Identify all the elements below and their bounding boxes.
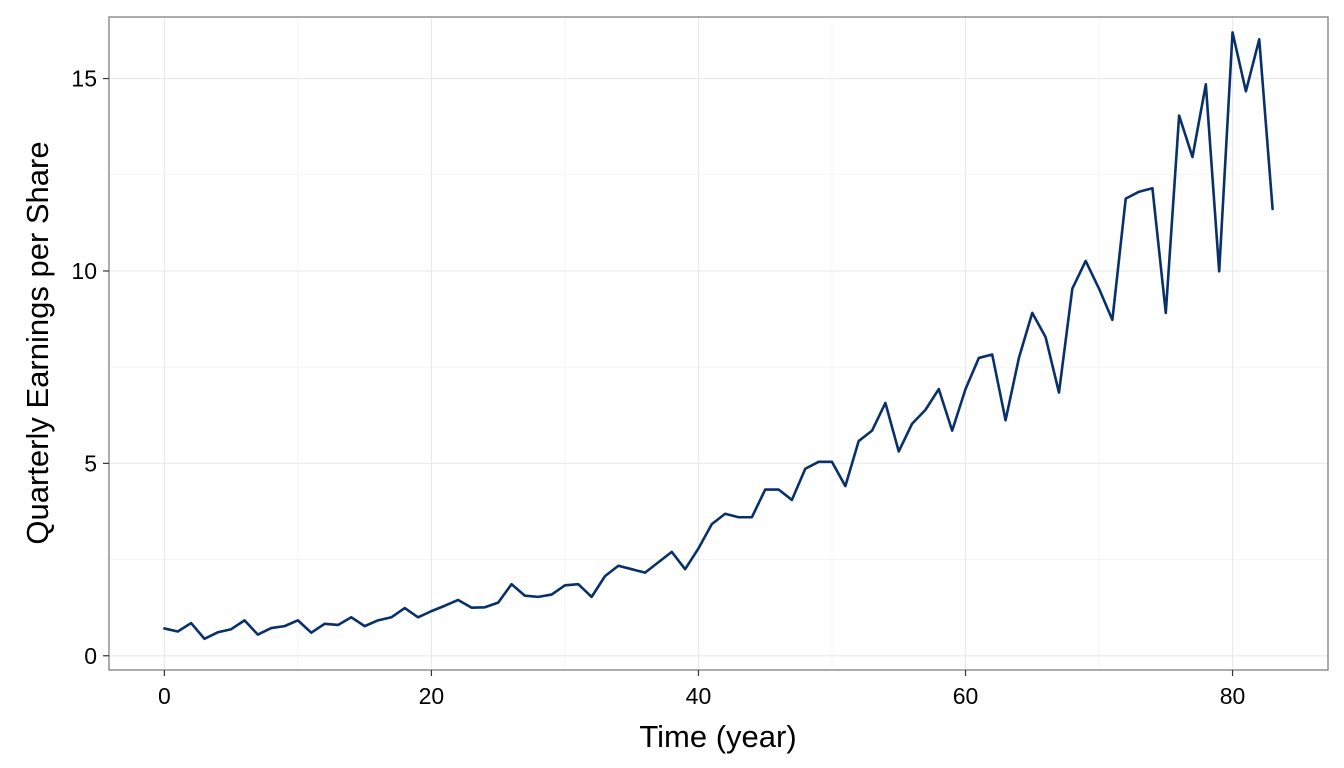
- series-layer: [163, 31, 1274, 641]
- series-line: [163, 31, 1274, 641]
- y-tick-label: 10: [71, 258, 97, 284]
- axis-ticks: [103, 77, 1234, 676]
- x-tick-label: 0: [158, 683, 171, 709]
- y-tick-label: 0: [84, 643, 97, 669]
- plot-panel-border: [108, 16, 1329, 671]
- x-tick-label: 40: [686, 683, 712, 709]
- x-tick-label: 80: [1220, 683, 1246, 709]
- y-tick-label: 15: [71, 66, 97, 92]
- axis-tick-labels: 0 20 40 60 80 0 5 10 15: [71, 66, 1245, 709]
- y-axis-title: Quarterly Earnings per Share: [20, 141, 55, 544]
- x-tick-label: 20: [419, 683, 445, 709]
- y-tick-label: 5: [84, 450, 97, 476]
- major-gridlines: [109, 17, 1328, 670]
- minor-gridlines: [109, 17, 1328, 670]
- x-tick-label: 60: [953, 683, 979, 709]
- x-axis-title: Time (year): [639, 719, 796, 754]
